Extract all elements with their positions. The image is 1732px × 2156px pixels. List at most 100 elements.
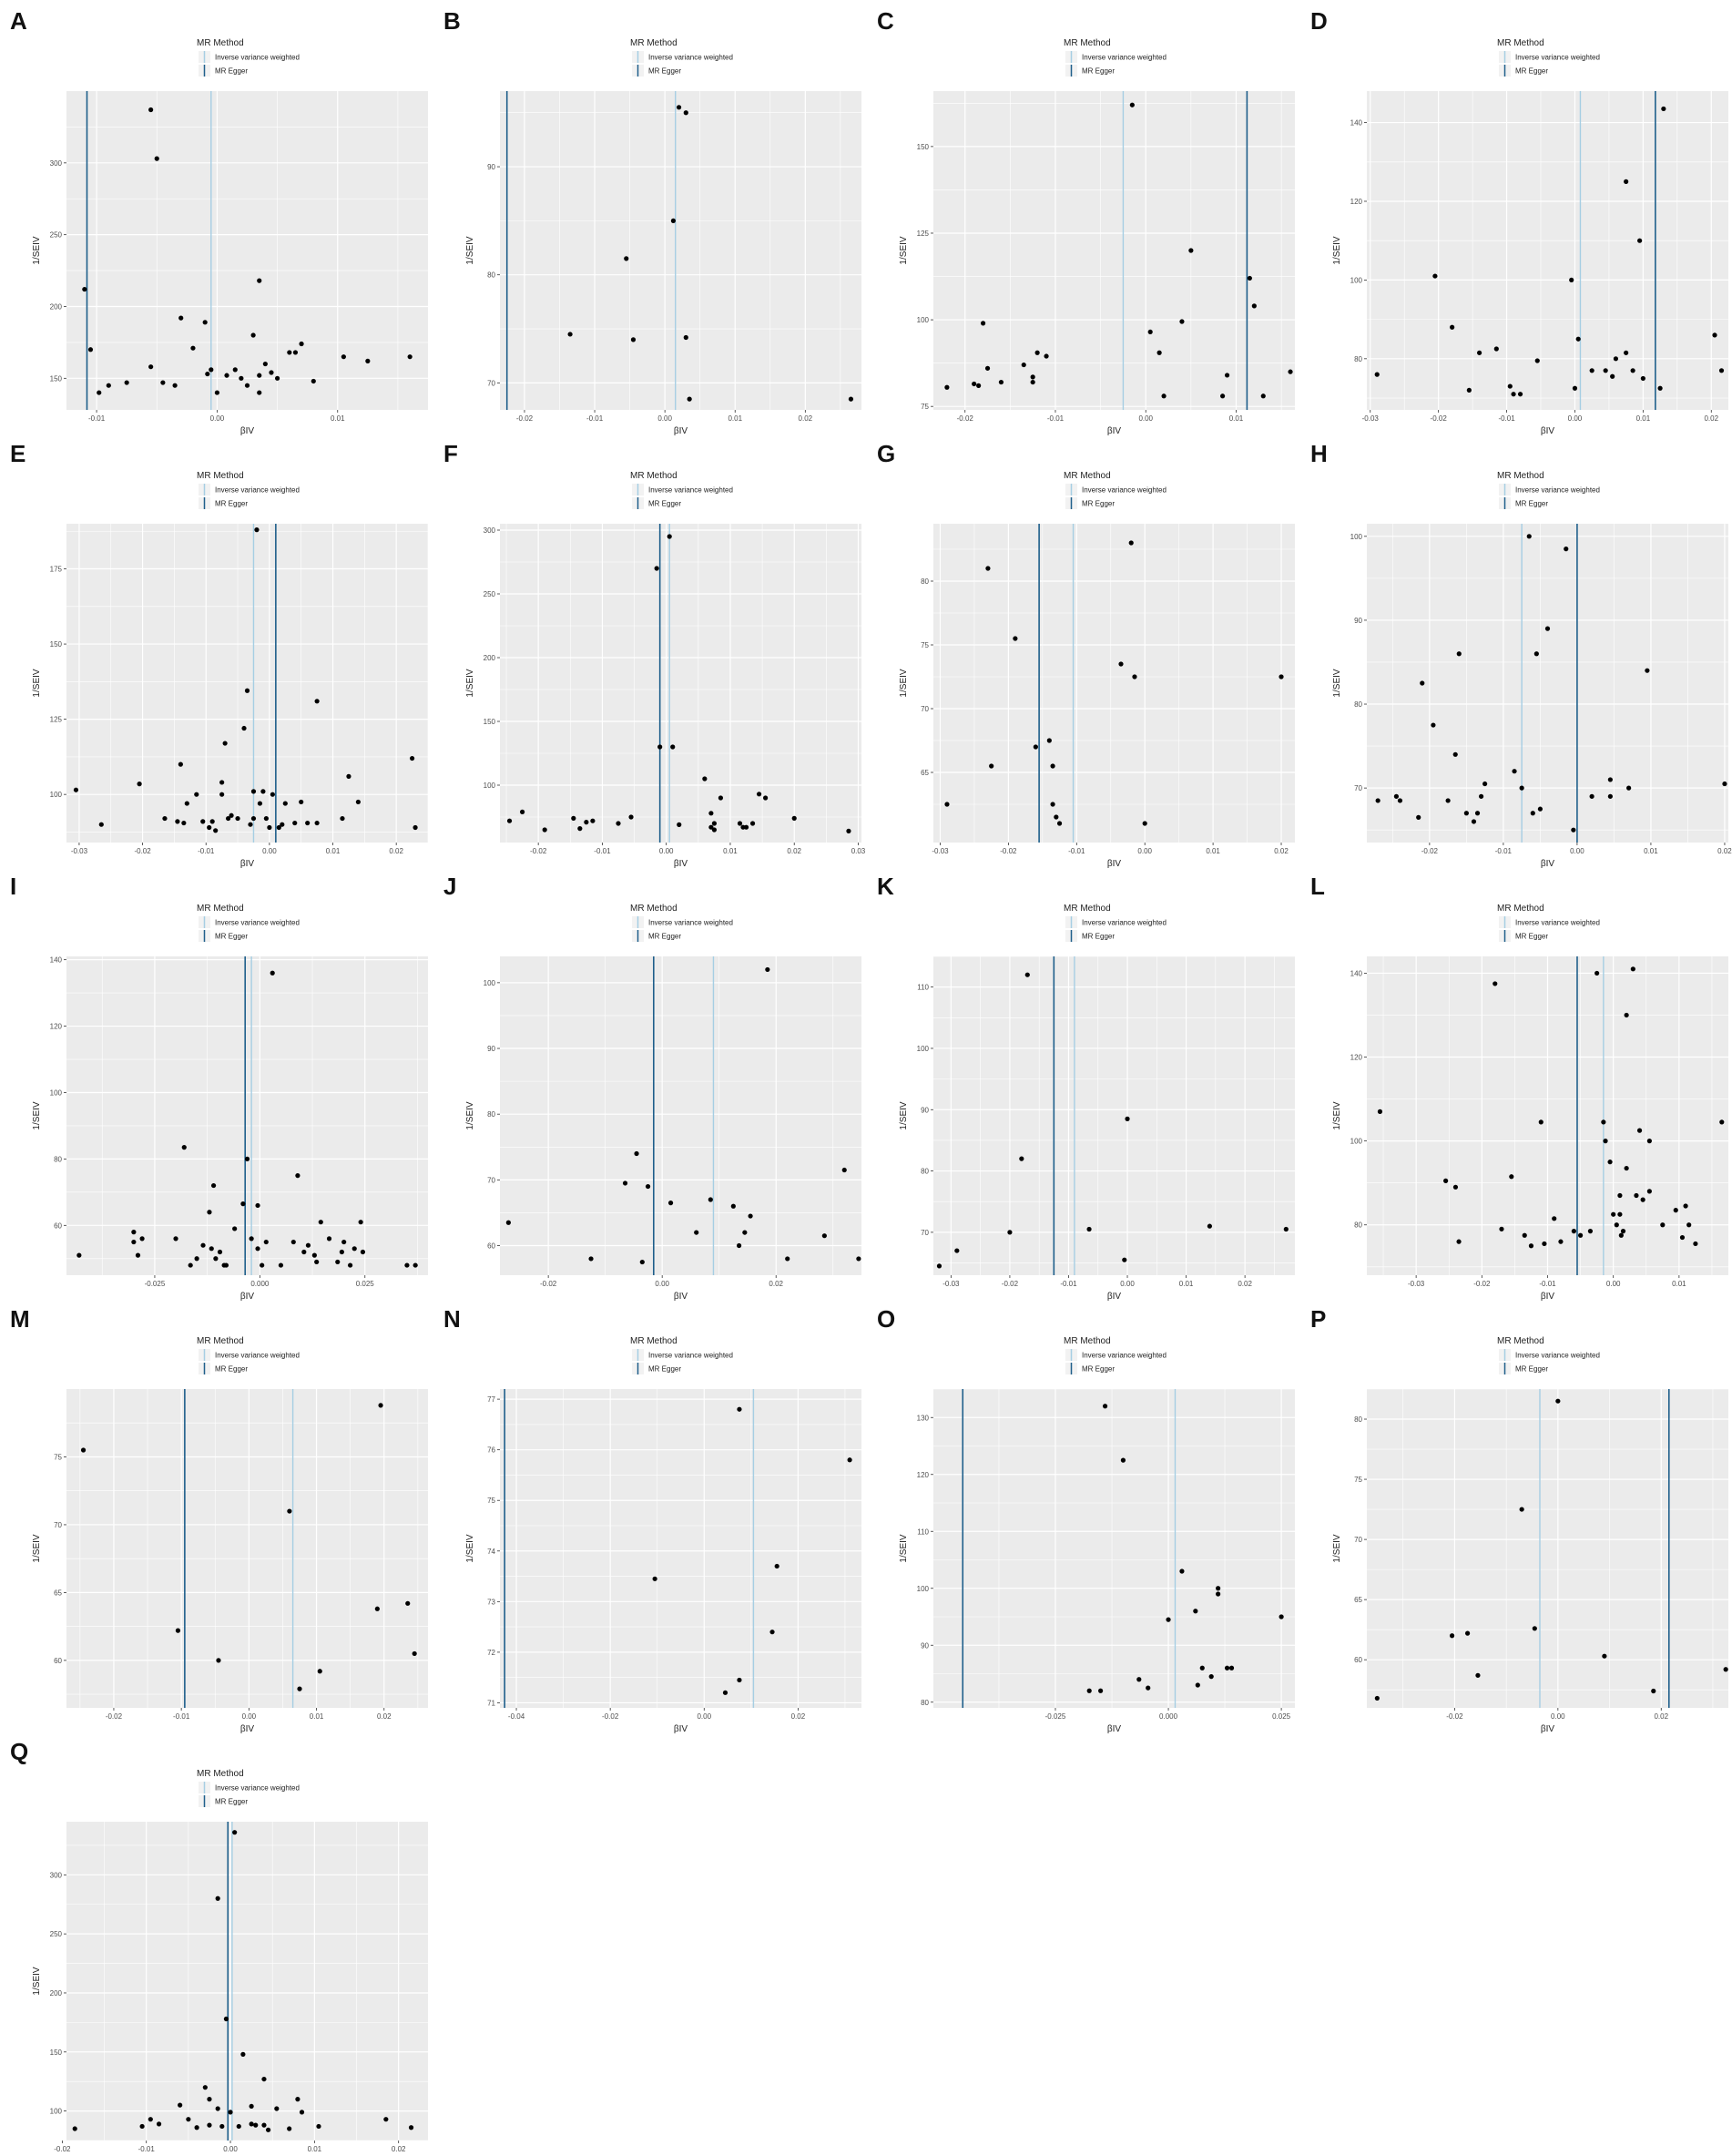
x-tick-label: -0.02: [1000, 847, 1017, 855]
x-axis-title: βIV: [674, 426, 688, 436]
data-point: [667, 534, 672, 539]
x-tick-label: 0.01: [1179, 1280, 1194, 1288]
panel-n: N MR Method Inverse variance weighted MR Eg…: [443, 1305, 861, 1734]
y-tick-label: 70: [921, 705, 929, 713]
y-tick-label: 100: [1350, 276, 1363, 284]
data-point: [228, 2110, 233, 2115]
y-tick-label: 75: [54, 1453, 62, 1461]
data-point: [232, 1830, 238, 1835]
x-tick-label: 0.00: [210, 414, 225, 423]
data-point: [683, 110, 688, 116]
data-point: [297, 1686, 302, 1691]
data-point: [249, 2103, 254, 2110]
x-tick-label: -0.03: [932, 847, 949, 855]
legend-title: MR Method: [630, 904, 678, 914]
y-tick-label: 80: [487, 1110, 495, 1119]
data-point: [785, 1256, 790, 1262]
data-point: [287, 2126, 292, 2131]
x-tick-label: 0.02: [799, 414, 813, 423]
x-tick-label: 0.01: [1206, 847, 1220, 855]
x-tick-label: -0.01: [1539, 1280, 1556, 1288]
x-tick-label: 0.000: [250, 1280, 270, 1288]
data-point: [1722, 781, 1727, 787]
data-point: [224, 373, 229, 378]
data-point: [413, 824, 418, 831]
y-tick-label: 100: [50, 2108, 63, 2116]
legend-label-egger: MR Egger: [1515, 67, 1548, 76]
data-point: [1216, 1591, 1221, 1597]
x-axis-title: βIV: [674, 1292, 688, 1302]
data-point: [519, 809, 525, 815]
y-tick-label: 80: [921, 577, 929, 586]
data-point: [232, 367, 238, 373]
y-tick-label: 60: [1354, 1656, 1362, 1664]
x-axis-title: βIV: [240, 426, 255, 436]
y-tick-label: 90: [921, 1106, 929, 1114]
x-tick-label: -0.02: [530, 847, 547, 855]
x-tick-label: 0.02: [1704, 414, 1718, 423]
data-point: [1511, 392, 1516, 397]
data-point: [404, 1262, 410, 1268]
data-point: [235, 815, 240, 822]
data-point: [76, 1252, 82, 1258]
y-tick-label: 100: [917, 316, 930, 324]
data-point: [287, 1508, 292, 1514]
panel-d: D MR Method Inverse variance weighted MR Eg…: [1310, 7, 1728, 436]
data-point: [314, 820, 320, 826]
legend-label-egger: MR Egger: [1082, 933, 1115, 941]
legend-label-ivw: Inverse variance weighted: [215, 1784, 300, 1793]
plot-area: [1367, 1389, 1728, 1708]
data-point: [255, 1246, 260, 1252]
data-point: [274, 375, 280, 381]
data-point: [1517, 392, 1523, 397]
legend: MR Method Inverse variance weighted MR Egg…: [1497, 471, 1600, 509]
x-tick-label: 0.025: [1272, 1712, 1291, 1721]
y-tick-label: 71: [487, 1699, 495, 1707]
data-point: [172, 383, 178, 388]
data-point: [340, 815, 345, 822]
data-point: [708, 1197, 713, 1202]
data-point: [584, 820, 589, 825]
y-tick-label: 60: [54, 1221, 62, 1230]
y-tick-label: 65: [1354, 1596, 1362, 1604]
x-tick-label: -0.025: [1045, 1712, 1066, 1721]
data-point: [137, 782, 142, 787]
data-point: [821, 1233, 827, 1239]
data-point: [1630, 966, 1635, 972]
data-point: [645, 1183, 651, 1190]
data-point: [378, 1403, 383, 1408]
data-point: [1640, 1197, 1645, 1202]
panel-c: C MR Method Inverse variance weighted MR Eg…: [877, 7, 1295, 436]
data-point: [263, 1239, 269, 1245]
data-point: [743, 824, 749, 830]
data-point: [769, 1630, 775, 1635]
data-point: [1086, 1226, 1092, 1232]
data-point: [683, 334, 688, 341]
data-point: [1288, 369, 1293, 374]
data-point: [1607, 1160, 1613, 1165]
legend-label-ivw: Inverse variance weighted: [1515, 486, 1600, 495]
data-point: [1431, 722, 1436, 728]
y-tick-label: 140: [1350, 969, 1363, 977]
data-point: [1476, 350, 1482, 355]
x-tick-label: 0.025: [356, 1280, 375, 1288]
data-point: [1450, 324, 1455, 330]
y-axis-title: 1/SEIV: [1332, 1534, 1342, 1562]
data-point: [209, 367, 214, 373]
y-tick-label: 150: [917, 143, 930, 151]
data-point: [1471, 819, 1477, 824]
data-point: [383, 2117, 389, 2122]
x-axis-title: βIV: [1107, 1724, 1122, 1734]
legend-label-ivw: Inverse variance weighted: [1082, 1352, 1167, 1360]
data-point: [639, 1259, 645, 1265]
y-tick-label: 90: [1354, 617, 1362, 625]
panel-p: P MR Method Inverse variance weighted MR Eg…: [1310, 1305, 1728, 1734]
panel-letter: J: [443, 873, 456, 900]
panel-q: Q MR Method Inverse variance weighted MR Eg…: [10, 1738, 428, 2153]
data-point: [1122, 1257, 1127, 1262]
x-tick-label: 0.02: [787, 847, 801, 855]
data-point: [257, 278, 262, 283]
y-tick-label: 80: [921, 1699, 929, 1707]
data-point: [1617, 1192, 1623, 1199]
data-point: [213, 828, 219, 833]
